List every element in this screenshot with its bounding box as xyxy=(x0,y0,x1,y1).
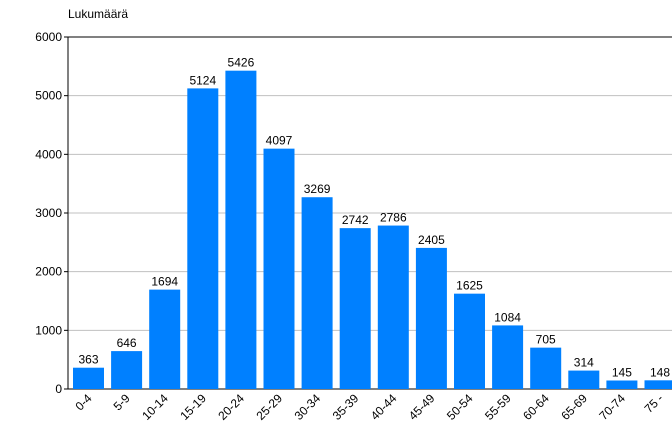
y-tick-label: 1000 xyxy=(35,323,62,337)
x-tick-label: 5-9 xyxy=(111,391,133,413)
x-tick-label: 60-64 xyxy=(520,391,552,423)
data-label: 2405 xyxy=(418,233,445,247)
bar xyxy=(73,367,104,389)
data-label: 4097 xyxy=(266,134,293,148)
x-tick-label: 20-24 xyxy=(215,391,247,423)
y-tick-label: 5000 xyxy=(35,89,62,103)
bar xyxy=(454,293,485,389)
x-tick-label: 45-49 xyxy=(406,391,438,423)
bar xyxy=(492,325,524,389)
x-tick-label: 30-34 xyxy=(292,391,324,423)
bar xyxy=(530,347,562,389)
x-tick-label: 25-29 xyxy=(254,391,286,423)
x-tick-label: 75 - xyxy=(642,391,667,416)
data-label: 3269 xyxy=(304,182,331,196)
bar xyxy=(606,380,638,389)
bar xyxy=(644,380,672,389)
y-tick-label: 4000 xyxy=(35,147,62,161)
data-label: 145 xyxy=(612,365,632,379)
data-label: 646 xyxy=(117,336,137,350)
x-tick-label: 15-19 xyxy=(177,391,209,423)
data-label: 314 xyxy=(574,356,594,370)
x-tick-label: 55-59 xyxy=(482,391,514,423)
y-tick-label: 6000 xyxy=(35,30,62,44)
data-label: 705 xyxy=(536,333,556,347)
x-tick-label: 70-74 xyxy=(596,391,628,423)
x-tick-label: 35-39 xyxy=(330,391,362,423)
x-tick-label: 10-14 xyxy=(139,391,171,423)
y-tick-label: 2000 xyxy=(35,265,62,279)
data-label: 5124 xyxy=(189,73,216,87)
bar xyxy=(377,225,409,389)
bar xyxy=(339,228,371,389)
data-label: 2742 xyxy=(342,213,369,227)
x-tick-label: 50-54 xyxy=(444,391,476,423)
y-tick-label: 0 xyxy=(55,382,62,396)
y-axis-label: Lukumäärä xyxy=(68,7,128,21)
x-tick-label: 65-69 xyxy=(558,391,590,423)
data-label: 2786 xyxy=(380,211,407,225)
data-label: 1084 xyxy=(494,310,521,324)
x-tick-label: 40-44 xyxy=(368,391,400,423)
bar xyxy=(187,88,219,389)
data-label: 5426 xyxy=(228,56,255,70)
bar xyxy=(263,148,295,389)
data-label: 363 xyxy=(78,353,98,367)
data-label: 1625 xyxy=(456,279,483,293)
bar xyxy=(415,247,447,389)
bar xyxy=(111,351,143,389)
y-tick-label: 3000 xyxy=(35,206,62,220)
bar xyxy=(301,197,333,389)
data-label: 148 xyxy=(650,365,670,379)
bar xyxy=(149,289,181,389)
x-tick-label: 0-4 xyxy=(72,391,94,413)
bar xyxy=(568,370,600,389)
bar xyxy=(225,70,257,389)
data-label: 1694 xyxy=(151,275,178,289)
